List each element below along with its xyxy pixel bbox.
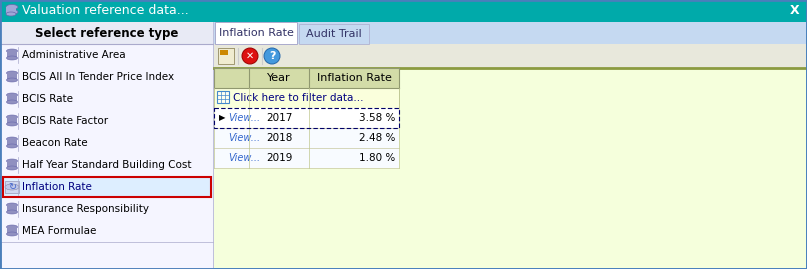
Bar (220, 50, 228, 55)
Text: Valuation reference data...: Valuation reference data... (22, 5, 189, 17)
Bar (5, 181, 19, 193)
Ellipse shape (6, 71, 18, 75)
Ellipse shape (6, 93, 18, 97)
Bar (7, 95, 17, 102)
Text: ✕: ✕ (246, 51, 254, 61)
Bar (7, 73, 17, 80)
Text: Year: Year (267, 73, 291, 83)
Bar (214, 128, 399, 148)
Ellipse shape (6, 159, 18, 163)
Ellipse shape (6, 56, 18, 60)
Bar (220, 57, 228, 61)
Ellipse shape (6, 122, 18, 126)
Text: X: X (790, 5, 800, 17)
Ellipse shape (6, 78, 18, 82)
Bar (214, 168, 399, 268)
Ellipse shape (6, 203, 18, 207)
Bar (7, 161, 17, 168)
Text: View...: View... (228, 133, 260, 143)
Bar (1, 198, 213, 220)
Bar (214, 108, 399, 128)
Bar (1, 44, 213, 66)
Text: View...: View... (228, 153, 260, 163)
Bar (1, 66, 213, 88)
Ellipse shape (6, 5, 18, 9)
Text: 2.48 %: 2.48 % (358, 133, 395, 143)
Ellipse shape (6, 137, 18, 141)
Bar (1, 132, 213, 154)
Bar (214, 44, 806, 68)
Text: ↻: ↻ (8, 182, 16, 192)
Bar (7, 51, 17, 58)
Text: 2018: 2018 (266, 133, 292, 143)
Bar (1, 22, 213, 44)
Bar (218, 48, 234, 64)
Text: Click here to filter data...: Click here to filter data... (233, 93, 363, 103)
Bar (214, 22, 806, 44)
Bar (214, 88, 399, 108)
Text: Insurance Responsibility: Insurance Responsibility (22, 204, 149, 214)
Text: 1.80 %: 1.80 % (359, 153, 395, 163)
Text: 2017: 2017 (266, 113, 292, 123)
Ellipse shape (6, 12, 16, 16)
Bar (214, 68, 399, 88)
Ellipse shape (6, 49, 18, 53)
Bar (299, 24, 369, 44)
Bar (1, 176, 213, 198)
Bar (7, 205, 17, 212)
Ellipse shape (6, 144, 18, 148)
Text: ?: ? (269, 51, 275, 61)
Text: BCIS Rate: BCIS Rate (22, 94, 73, 104)
Bar (1, 110, 213, 132)
Ellipse shape (6, 166, 18, 170)
Text: 3.58 %: 3.58 % (358, 113, 395, 123)
Text: View...: View... (228, 113, 260, 123)
Bar (1, 88, 213, 110)
Bar (214, 148, 399, 168)
Circle shape (242, 48, 258, 64)
Text: Inflation Rate: Inflation Rate (316, 73, 391, 83)
Bar (0, 0, 807, 22)
Text: 2019: 2019 (266, 153, 292, 163)
Bar (1, 220, 213, 242)
Text: Inflation Rate: Inflation Rate (22, 182, 92, 192)
Text: Administrative Area: Administrative Area (22, 50, 126, 60)
Bar (7, 227, 17, 234)
Text: BCIS Rate Factor: BCIS Rate Factor (22, 116, 108, 126)
Text: BCIS All In Tender Price Index: BCIS All In Tender Price Index (22, 72, 174, 82)
Bar (6, 7, 16, 14)
Ellipse shape (6, 225, 18, 229)
Text: Audit Trail: Audit Trail (306, 29, 362, 39)
Text: Inflation Rate: Inflation Rate (219, 28, 294, 38)
Bar (217, 91, 229, 103)
Bar (1, 22, 213, 268)
Text: MEA Formulae: MEA Formulae (22, 226, 96, 236)
Ellipse shape (6, 100, 18, 104)
Bar (399, 68, 806, 268)
Bar (7, 117, 17, 124)
Ellipse shape (6, 9, 18, 15)
Bar (3, 177, 211, 197)
Text: Select reference type: Select reference type (36, 27, 178, 40)
Text: Beacon Rate: Beacon Rate (22, 138, 88, 148)
Bar (7, 139, 17, 146)
Circle shape (264, 48, 280, 64)
Bar (1, 154, 213, 176)
Text: ▶: ▶ (219, 114, 225, 122)
Ellipse shape (5, 184, 19, 190)
Ellipse shape (6, 210, 18, 214)
Ellipse shape (6, 115, 18, 119)
Ellipse shape (6, 232, 18, 236)
Bar (215, 22, 297, 44)
Text: Half Year Standard Building Cost: Half Year Standard Building Cost (22, 160, 191, 170)
Bar (214, 108, 399, 128)
